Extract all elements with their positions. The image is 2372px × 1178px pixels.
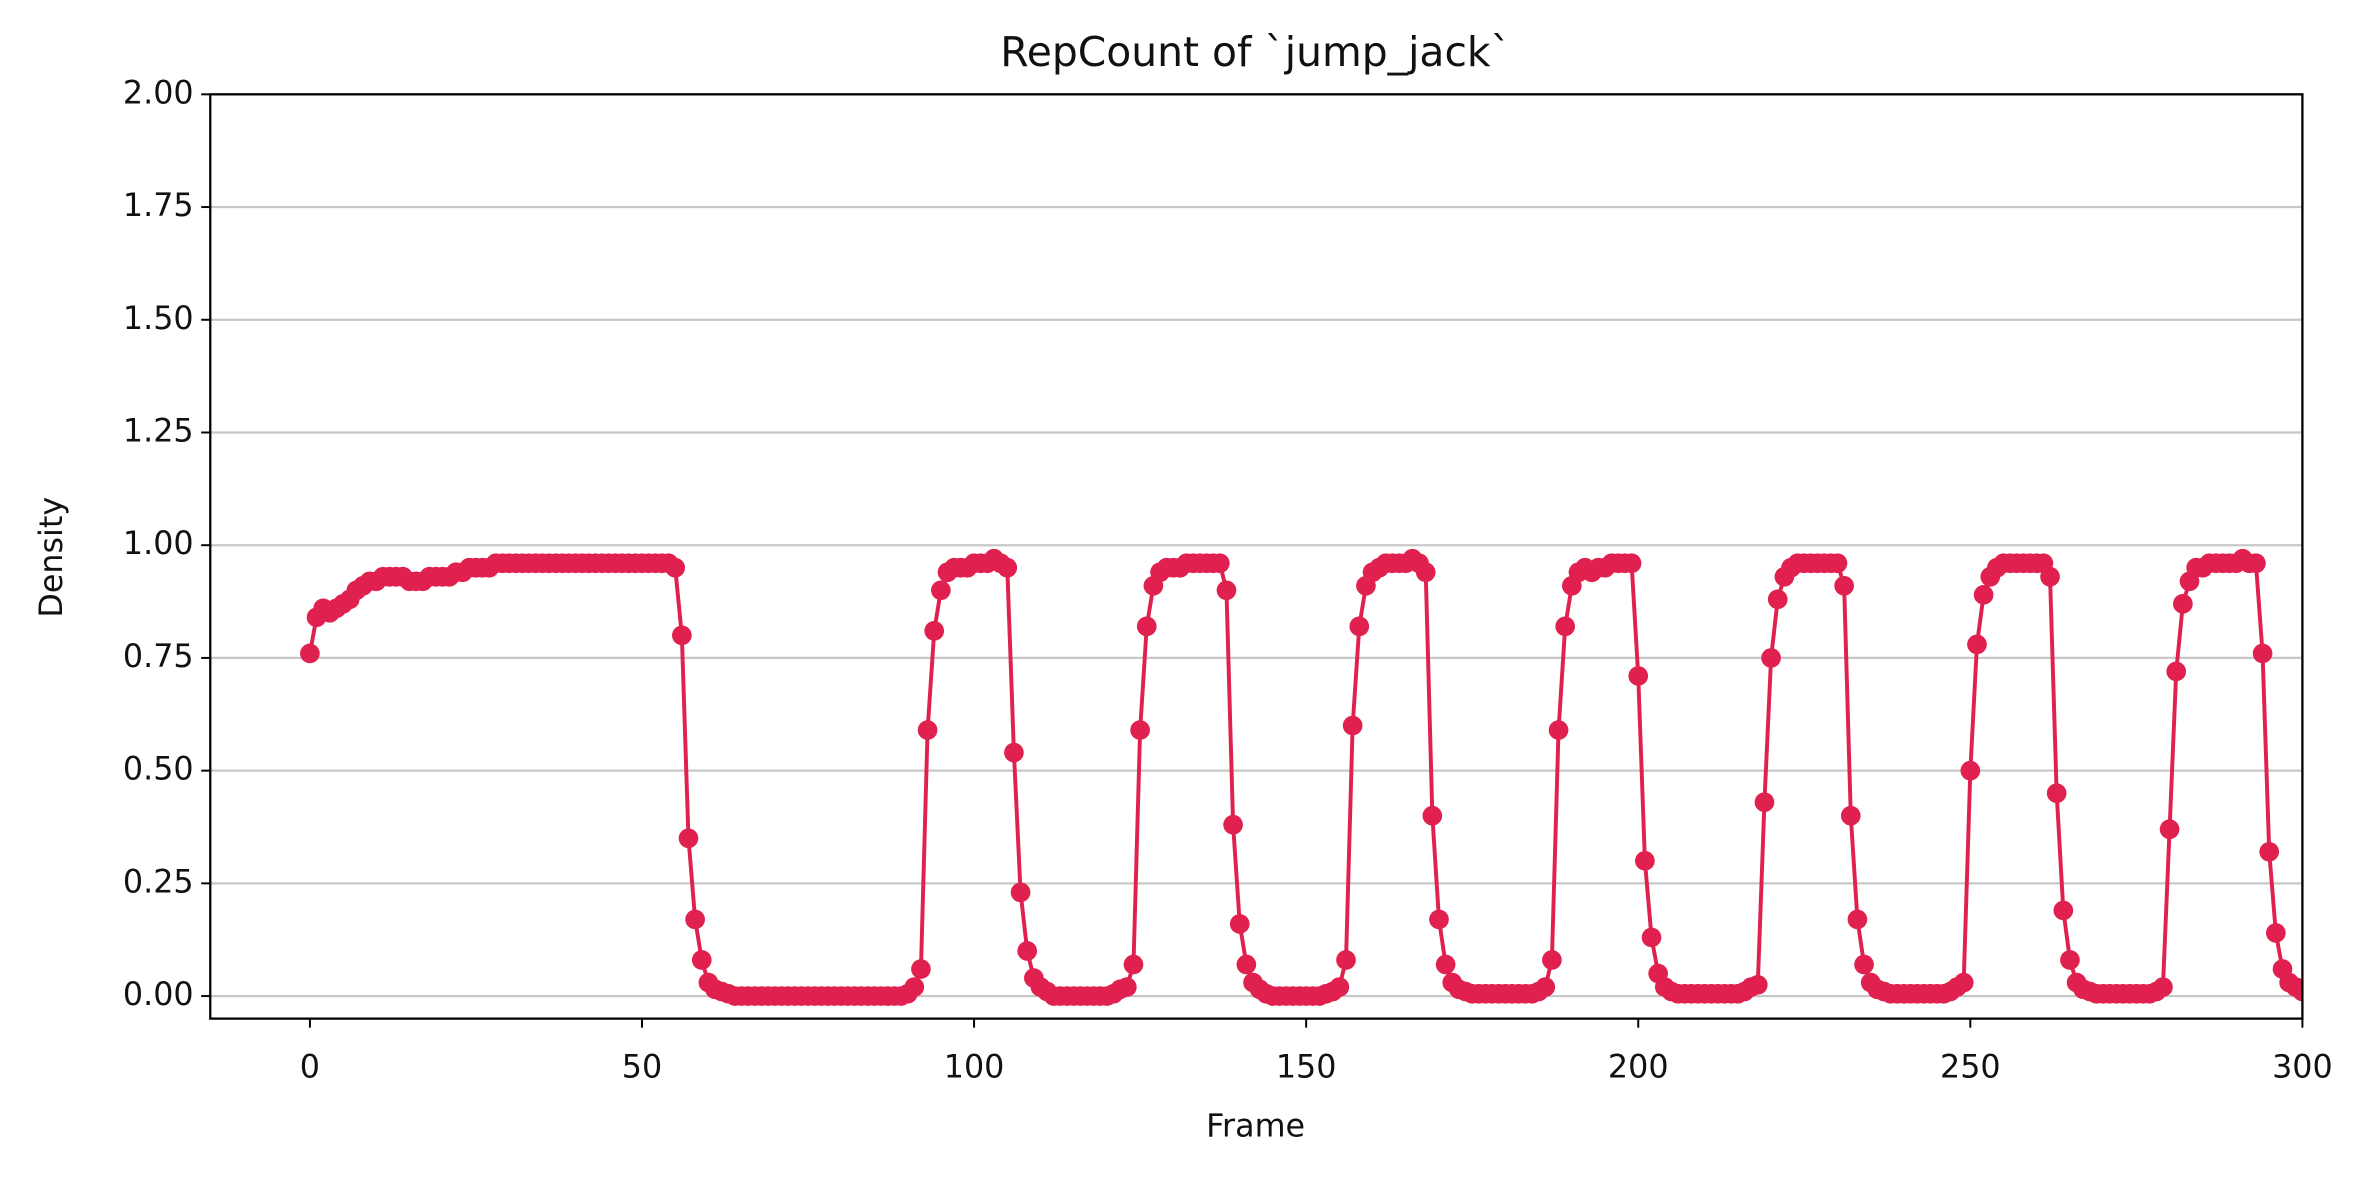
data-point (1535, 977, 1556, 997)
data-point (1967, 634, 1987, 655)
data-point (685, 909, 705, 930)
x-tick-label: 150 (1276, 1050, 1337, 1086)
data-point (2173, 593, 2193, 614)
data-point (1847, 909, 1868, 930)
x-axis-label: Frame (1206, 1109, 1305, 1145)
y-tick-label: 2.00 (123, 75, 194, 111)
data-point (2252, 643, 2273, 664)
data-point (1960, 760, 1981, 781)
data-point (1628, 666, 1649, 686)
data-point (1635, 850, 1655, 871)
data-layer (300, 548, 2303, 1006)
data-point (1236, 954, 1257, 975)
data-point (1229, 914, 1250, 934)
data-point (2292, 981, 2303, 1002)
x-tick-label: 250 (1940, 1050, 2001, 1086)
data-point (1621, 553, 1642, 574)
data-point (1336, 950, 1356, 970)
data-point (1761, 648, 1781, 668)
tick-layer: 0.00 0.25 0.50 0.75 1.00 1.25 1.50 1.75 2.00 0 50 1… (123, 75, 2333, 1085)
data-point (1116, 977, 1137, 997)
data-point (1223, 814, 1243, 835)
data-point (1415, 562, 1436, 583)
x-tick-label: 200 (1608, 1050, 1669, 1086)
data-point (2040, 566, 2060, 587)
data-point (2053, 900, 2074, 921)
data-point (1754, 792, 1775, 813)
data-point (1834, 575, 1854, 596)
data-point (1555, 616, 1576, 637)
data-point (2266, 923, 2286, 943)
data-point (1349, 616, 1370, 637)
y-axis-label: Density (34, 497, 70, 618)
data-point (2166, 661, 2187, 682)
data-point (2153, 977, 2173, 997)
data-point (1422, 805, 1443, 826)
data-point (1209, 553, 1230, 574)
x-tick-label: 50 (622, 1050, 662, 1086)
data-point (1329, 977, 1350, 997)
data-point (1827, 553, 1848, 574)
data-point (904, 977, 925, 997)
data-point (1017, 941, 1038, 961)
data-point (1429, 909, 1449, 930)
y-tick-label: 0.50 (123, 752, 194, 788)
data-point (1840, 805, 1861, 826)
data-point (665, 557, 686, 578)
plot-frame (209, 93, 2304, 1020)
y-tick-label: 0.75 (123, 639, 194, 675)
data-point (1342, 715, 1363, 736)
data-point (924, 621, 945, 641)
data-point (1136, 616, 1157, 637)
data-point (1010, 882, 1031, 903)
data-point (2246, 553, 2266, 574)
data-point (931, 580, 951, 601)
data-point (917, 720, 938, 740)
data-point (1854, 954, 1874, 975)
y-tick-label: 1.00 (123, 526, 194, 562)
data-point (678, 828, 699, 849)
data-point (672, 625, 692, 646)
data-point (1004, 742, 1024, 763)
data-point (1130, 720, 1150, 740)
data-point (2159, 819, 2180, 840)
data-point (1548, 720, 1569, 740)
x-tick-label: 0 (300, 1050, 320, 1086)
data-point (997, 557, 1018, 578)
y-tick-label: 1.50 (123, 301, 194, 337)
data-point (911, 959, 931, 979)
data-point (1953, 972, 1974, 993)
x-tick-label: 100 (944, 1050, 1005, 1086)
grid-layer (210, 93, 2303, 998)
chart-title: RepCount of `jump_jack` (1000, 28, 1511, 76)
x-tick-label: 300 (2272, 1050, 2333, 1086)
data-point (691, 950, 712, 970)
y-tick-label: 0.25 (123, 864, 194, 900)
data-point (1542, 950, 1562, 970)
data-point (2259, 841, 2280, 862)
data-point (1973, 584, 1994, 605)
data-point (1767, 589, 1788, 610)
y-tick-label: 1.75 (123, 188, 194, 224)
data-point (1747, 974, 1768, 995)
data-line (307, 556, 2303, 999)
y-tick-label: 1.25 (123, 413, 194, 449)
data-point (1216, 580, 1237, 601)
data-point (2060, 950, 2080, 970)
y-tick-label: 0.00 (123, 977, 194, 1013)
data-point (300, 643, 320, 664)
data-point (1641, 927, 1662, 948)
data-point (2046, 783, 2067, 804)
data-point (1123, 954, 1144, 975)
data-point (1435, 954, 1456, 975)
